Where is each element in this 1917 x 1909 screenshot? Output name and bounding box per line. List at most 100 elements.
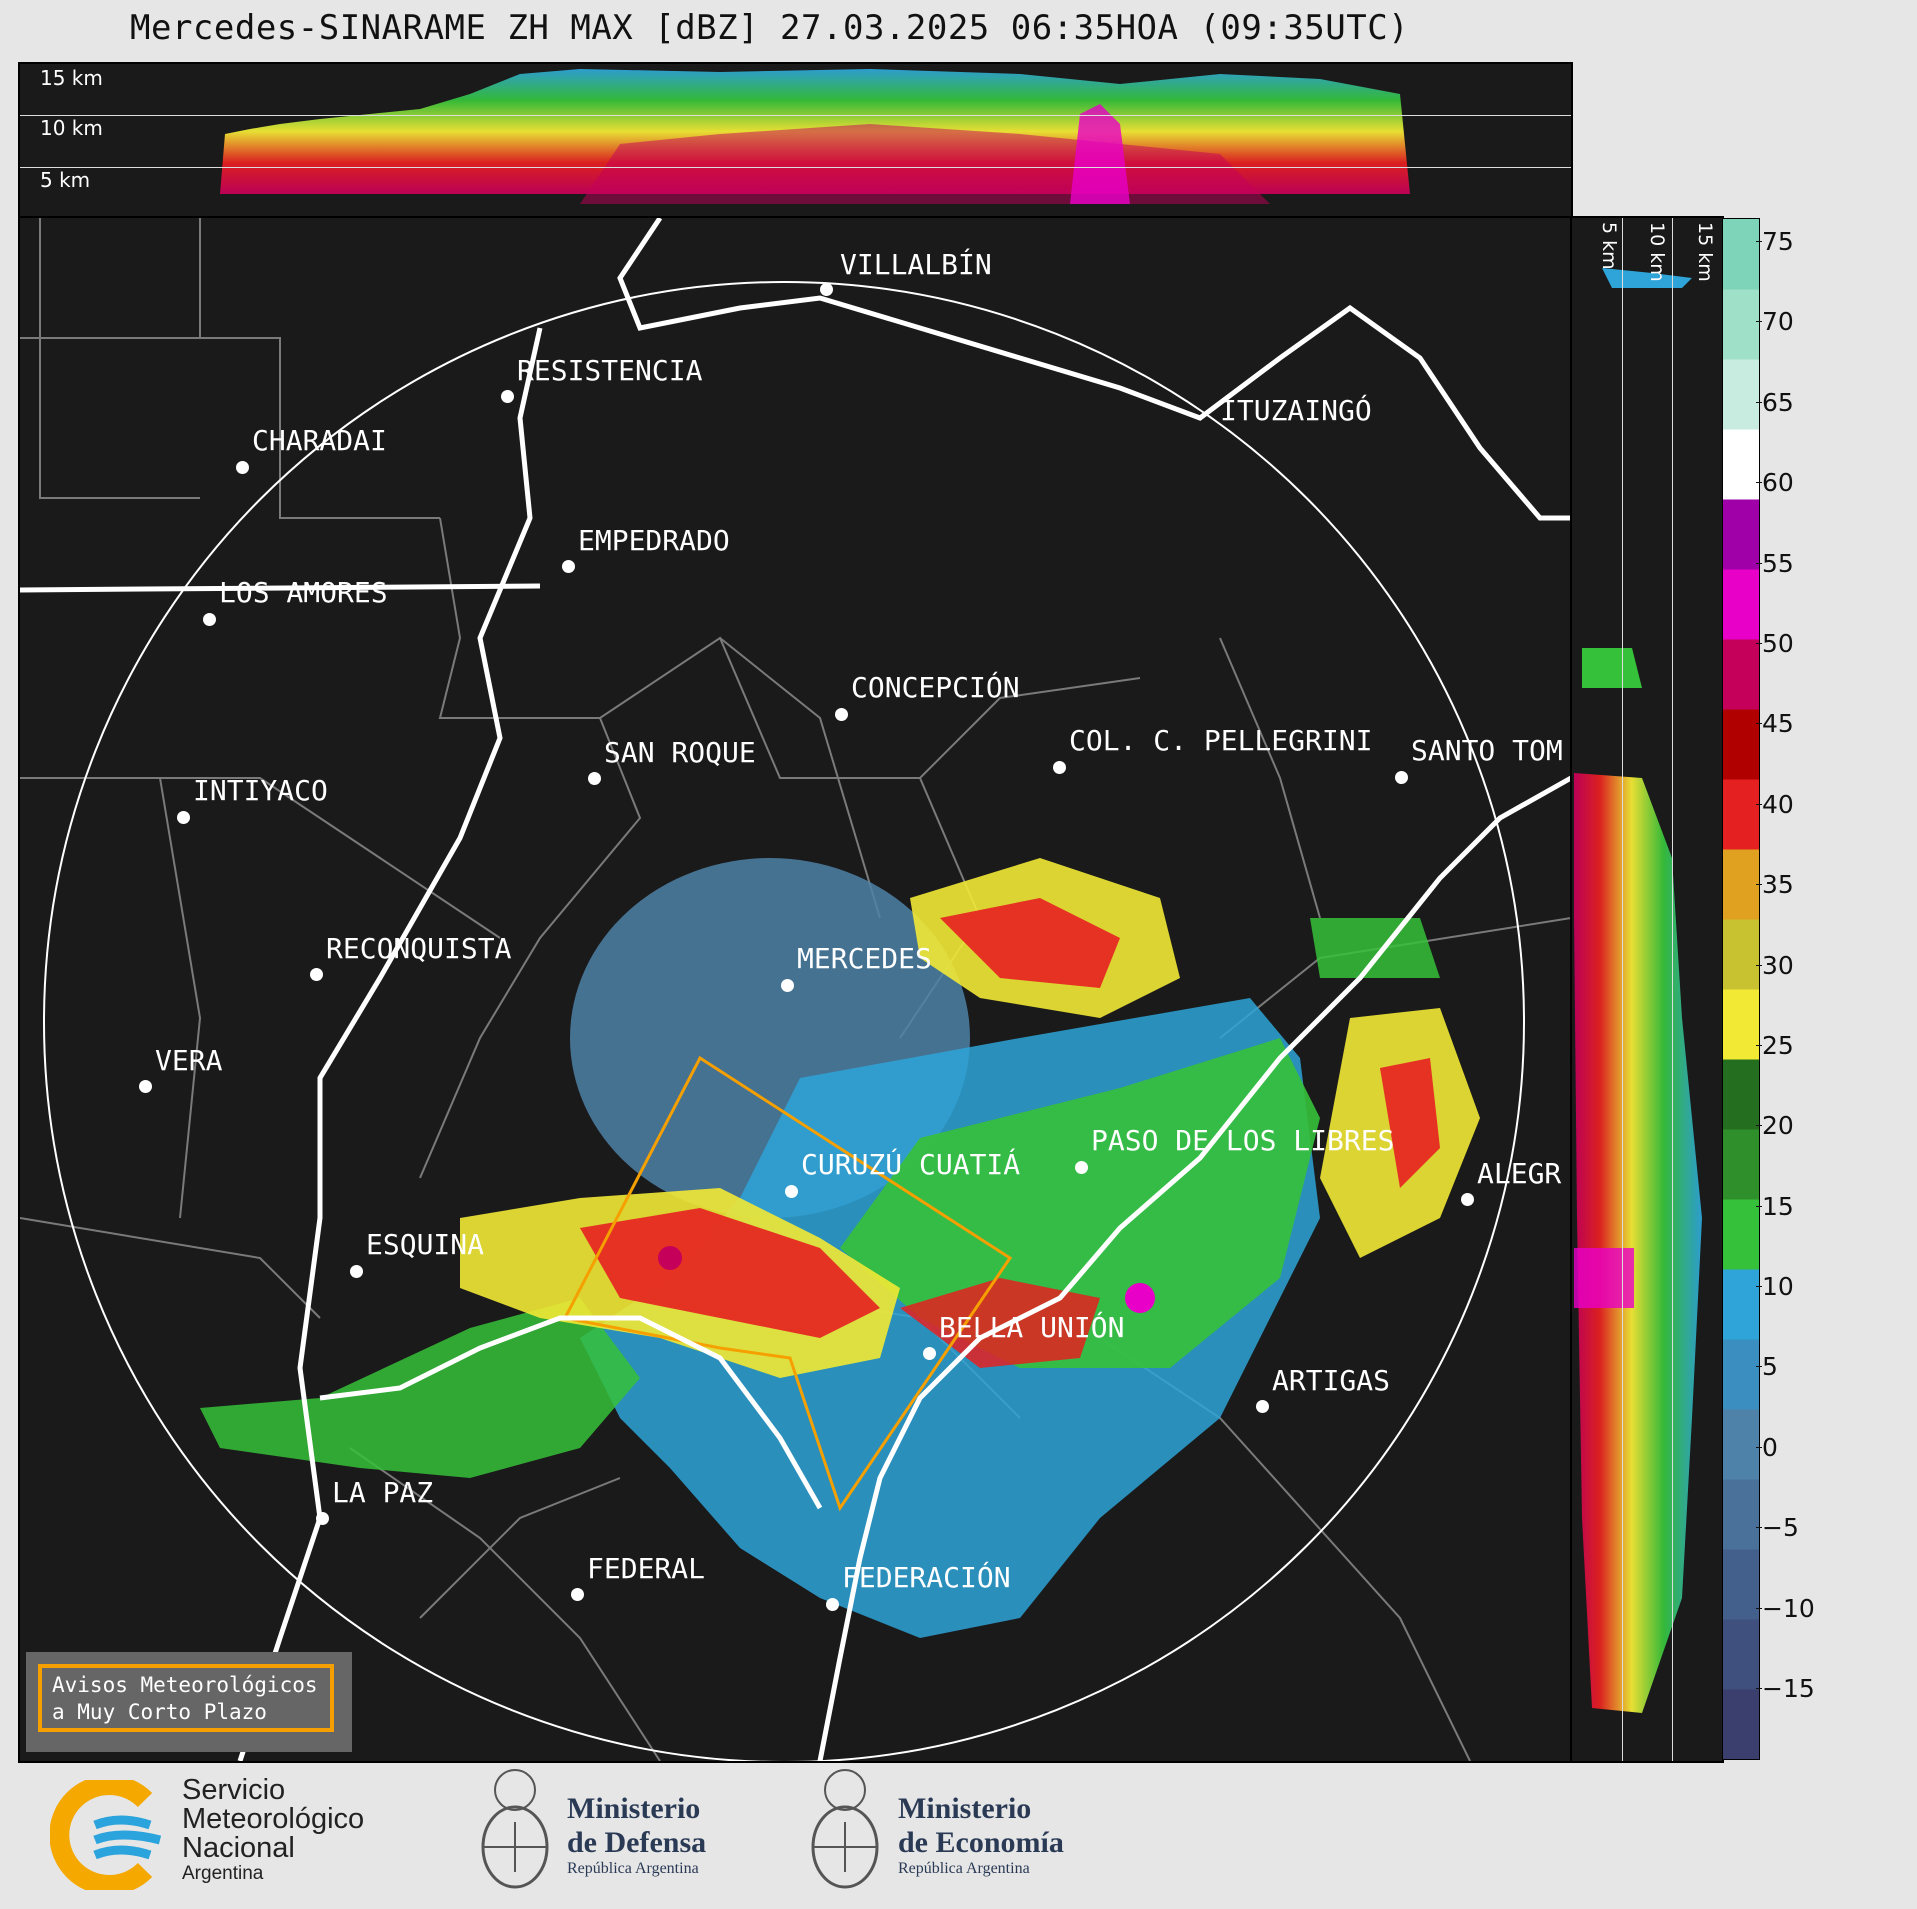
colorbar-segment xyxy=(1723,1479,1759,1550)
city-label: ALEGR xyxy=(1477,1157,1562,1190)
smn-line-3: Nacional xyxy=(182,1832,295,1864)
colorbar-tick-label: 70 xyxy=(1756,307,1794,337)
city-label: SAN ROQUE xyxy=(604,736,756,769)
defensa-logo-text: Ministerio de Defensa xyxy=(567,1792,706,1860)
city-label: FEDERAL xyxy=(587,1552,706,1585)
smn-logo-icon xyxy=(50,1780,162,1890)
city-dot xyxy=(350,1265,363,1278)
city-dot xyxy=(781,979,794,992)
colorbar-tick-label: 65 xyxy=(1756,387,1794,417)
city-label: FEDERACIÓN xyxy=(842,1561,1011,1594)
height-line-5km xyxy=(20,167,1571,168)
colorbar-tick-label: 55 xyxy=(1756,548,1794,578)
colorbar-tick-label: −10 xyxy=(1756,1593,1815,1623)
smn-line-1: Servicio xyxy=(182,1774,286,1806)
colorbar-tick-label: 25 xyxy=(1756,1030,1794,1060)
coat-of-arms-icon xyxy=(811,1769,879,1889)
coat-of-arms-icon xyxy=(481,1769,549,1889)
colorbar-tick-label: 45 xyxy=(1756,709,1794,739)
colorbar-segment xyxy=(1723,1059,1759,1130)
city-dot xyxy=(501,390,514,403)
colorbar-tick-label: 35 xyxy=(1756,870,1794,900)
colorbar-segment xyxy=(1723,1269,1759,1340)
city-label: LOS AMORES xyxy=(219,576,388,609)
height-line-10km-vertical xyxy=(1672,218,1673,1761)
city-dot xyxy=(1075,1161,1088,1174)
height-line-10km xyxy=(20,115,1571,116)
range-ring xyxy=(43,281,1525,1761)
height-label-15km: 15 km xyxy=(40,66,103,90)
city-label: ESQUINA xyxy=(366,1228,485,1261)
city-label: VERA xyxy=(155,1044,223,1077)
city-dot xyxy=(1053,761,1066,774)
economia-line-1: Ministerio xyxy=(898,1792,1032,1825)
colorbar-tick-label: 0 xyxy=(1756,1432,1778,1462)
radar-map: VILLALBÍN RESISTENCIA CHARADAI ITUZAINGÓ… xyxy=(18,216,1573,1763)
city-dot xyxy=(310,968,323,981)
dbz-colorbar xyxy=(1722,218,1760,1760)
city-label: RECONQUISTA xyxy=(326,932,512,965)
city-label: CURUZÚ CUATIÁ xyxy=(801,1148,1021,1181)
city-label: RESISTENCIA xyxy=(517,354,703,387)
city-label: PASO DE LOS LIBRES xyxy=(1091,1124,1395,1157)
city-label: MERCEDES xyxy=(797,942,932,975)
city-label: LA PAZ xyxy=(332,1476,434,1509)
colorbar-segment xyxy=(1723,919,1759,990)
colorbar-segment xyxy=(1723,639,1759,710)
top-cross-section: 15 km 10 km 5 km xyxy=(18,62,1573,219)
smn-line-2: Meteorológico xyxy=(182,1803,365,1835)
city-dot xyxy=(1395,771,1408,784)
warning-legend: Avisos Meteorológicos a Muy Corto Plazo xyxy=(26,1652,352,1752)
colorbar-segment xyxy=(1723,569,1759,640)
city-label: ITUZAINGÓ xyxy=(1220,394,1372,427)
city-dot xyxy=(588,772,601,785)
colorbar-segment xyxy=(1723,849,1759,920)
city-dot xyxy=(1461,1193,1474,1206)
city-dot xyxy=(835,708,848,721)
colorbar-segment xyxy=(1723,289,1759,360)
colorbar-tick-label: 60 xyxy=(1756,468,1794,498)
smn-logo-text: Servicio Meteorológico Nacional Argentin… xyxy=(182,1776,364,1885)
city-dot xyxy=(316,1512,329,1525)
height-label-15km-vertical: 15 km xyxy=(1694,222,1716,282)
colorbar-tick-label: 40 xyxy=(1756,789,1794,819)
economia-line-2: de Economía xyxy=(898,1826,1064,1859)
colorbar-tick-label: 75 xyxy=(1756,227,1794,256)
city-label: VILLALBÍN xyxy=(840,248,992,281)
radar-map-canvas xyxy=(20,218,1571,1761)
city-dot xyxy=(923,1347,936,1360)
city-label: SANTO TOM xyxy=(1411,734,1563,767)
city-dot xyxy=(236,461,249,474)
warning-line-1: Avisos Meteorológicos xyxy=(52,1673,318,1697)
colorbar-segment xyxy=(1723,989,1759,1060)
economia-country: República Argentina xyxy=(898,1860,1030,1877)
economia-logo-text: Ministerio de Economía xyxy=(898,1792,1064,1860)
colorbar-tick-label: 5 xyxy=(1756,1352,1778,1382)
city-label: BELLA UNIÓN xyxy=(939,1311,1125,1344)
city-dot xyxy=(203,613,216,626)
city-label: ARTIGAS xyxy=(1272,1364,1391,1397)
warning-legend-frame: Avisos Meteorológicos a Muy Corto Plazo xyxy=(38,1664,334,1732)
city-label: CONCEPCIÓN xyxy=(851,671,1020,704)
colorbar-tick-label: 10 xyxy=(1756,1272,1794,1302)
height-label-5km-vertical: 5 km xyxy=(1598,222,1620,270)
defensa-line-1: Ministerio xyxy=(567,1792,701,1825)
height-line-5km-vertical xyxy=(1622,218,1623,1761)
colorbar-tick-label: 30 xyxy=(1756,950,1794,980)
city-dot xyxy=(826,1598,839,1611)
city-dot xyxy=(177,811,190,824)
colorbar-segment xyxy=(1723,1409,1759,1480)
height-label-10km: 10 km xyxy=(40,116,103,140)
warning-line-2: a Muy Corto Plazo xyxy=(52,1700,267,1724)
side-cross-section: 5 km 10 km 15 km xyxy=(1570,216,1724,1763)
smn-line-4: Argentina xyxy=(182,1863,264,1884)
colorbar-tick-label: 15 xyxy=(1756,1191,1794,1221)
city-label: CHARADAI xyxy=(252,424,387,457)
city-label: EMPEDRADO xyxy=(578,524,730,557)
height-label-10km-vertical: 10 km xyxy=(1646,222,1668,282)
colorbar-segment xyxy=(1723,219,1759,290)
colorbar-segment xyxy=(1723,499,1759,570)
colorbar-segment xyxy=(1723,1619,1759,1690)
city-dot xyxy=(820,283,833,296)
city-label: COL. C. PELLEGRINI xyxy=(1069,724,1373,757)
